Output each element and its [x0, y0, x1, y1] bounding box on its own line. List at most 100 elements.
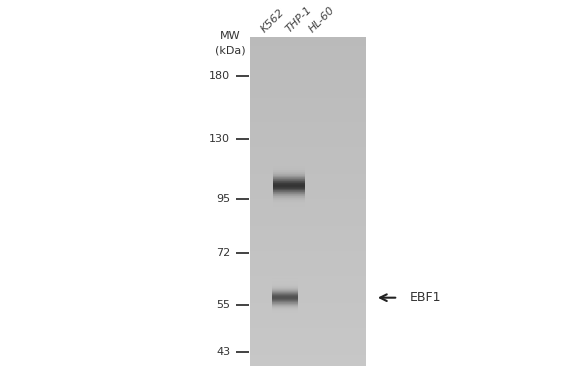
Bar: [274, 174, 305, 175]
Bar: [250, 174, 366, 177]
Bar: [274, 189, 305, 190]
Bar: [250, 237, 366, 240]
Bar: [250, 191, 366, 194]
Bar: [274, 177, 305, 178]
Text: THP-1: THP-1: [283, 4, 314, 34]
Bar: [250, 259, 366, 262]
Bar: [250, 303, 366, 306]
Bar: [274, 195, 305, 196]
Bar: [274, 199, 305, 200]
Bar: [274, 187, 305, 188]
Bar: [250, 158, 366, 161]
Bar: [250, 100, 366, 103]
Bar: [272, 291, 298, 292]
Bar: [250, 248, 366, 251]
Bar: [250, 163, 366, 166]
Bar: [250, 43, 366, 46]
Bar: [250, 209, 366, 213]
Bar: [272, 308, 298, 309]
Bar: [274, 201, 305, 202]
Bar: [272, 278, 298, 279]
Bar: [272, 313, 298, 314]
Bar: [250, 119, 366, 122]
Bar: [274, 190, 305, 191]
Bar: [250, 70, 366, 73]
Bar: [250, 242, 366, 245]
Bar: [250, 166, 366, 169]
Bar: [274, 198, 305, 199]
Bar: [250, 138, 366, 141]
Bar: [250, 360, 366, 363]
Bar: [274, 180, 305, 181]
Bar: [272, 283, 298, 284]
Bar: [272, 282, 298, 283]
Bar: [250, 133, 366, 136]
Bar: [250, 240, 366, 243]
Bar: [272, 296, 298, 297]
Bar: [250, 144, 366, 147]
Bar: [250, 103, 366, 106]
Text: 130: 130: [209, 134, 230, 144]
Bar: [250, 152, 366, 155]
Bar: [250, 355, 366, 358]
Bar: [274, 186, 305, 187]
Bar: [250, 223, 366, 226]
Bar: [250, 185, 366, 188]
Bar: [250, 245, 366, 248]
Bar: [272, 307, 298, 308]
Bar: [272, 299, 298, 300]
Bar: [272, 284, 298, 285]
Bar: [250, 256, 366, 259]
Bar: [250, 177, 366, 180]
Bar: [250, 273, 366, 276]
Bar: [272, 287, 298, 288]
Bar: [272, 295, 298, 296]
Bar: [250, 147, 366, 150]
Bar: [274, 208, 305, 209]
Bar: [250, 127, 366, 130]
Bar: [274, 209, 305, 210]
Bar: [250, 278, 366, 281]
Bar: [250, 169, 366, 172]
Bar: [250, 204, 366, 207]
Bar: [274, 184, 305, 185]
Bar: [250, 262, 366, 265]
Bar: [250, 363, 366, 366]
Bar: [250, 136, 366, 139]
Bar: [250, 48, 366, 51]
Bar: [250, 149, 366, 152]
Bar: [274, 191, 305, 192]
Bar: [250, 297, 366, 300]
Bar: [250, 314, 366, 317]
Bar: [250, 212, 366, 215]
Bar: [274, 183, 305, 184]
Bar: [250, 196, 366, 199]
Bar: [250, 114, 366, 117]
Bar: [274, 176, 305, 177]
Bar: [274, 206, 305, 207]
Text: 43: 43: [216, 347, 230, 357]
Bar: [250, 319, 366, 322]
Bar: [272, 302, 298, 303]
Bar: [250, 215, 366, 218]
Bar: [250, 65, 366, 68]
Text: 180: 180: [209, 71, 230, 81]
Bar: [274, 202, 305, 203]
Bar: [272, 310, 298, 311]
Bar: [272, 298, 298, 299]
Bar: [274, 203, 305, 204]
Bar: [250, 81, 366, 84]
Bar: [274, 207, 305, 208]
Text: 95: 95: [216, 194, 230, 204]
Bar: [250, 344, 366, 347]
Bar: [250, 264, 366, 267]
Bar: [274, 160, 305, 161]
Bar: [272, 285, 298, 286]
Bar: [250, 73, 366, 76]
Bar: [250, 220, 366, 224]
Bar: [274, 188, 305, 189]
Bar: [250, 89, 366, 92]
Bar: [272, 301, 298, 302]
Bar: [274, 196, 305, 197]
Bar: [250, 125, 366, 128]
